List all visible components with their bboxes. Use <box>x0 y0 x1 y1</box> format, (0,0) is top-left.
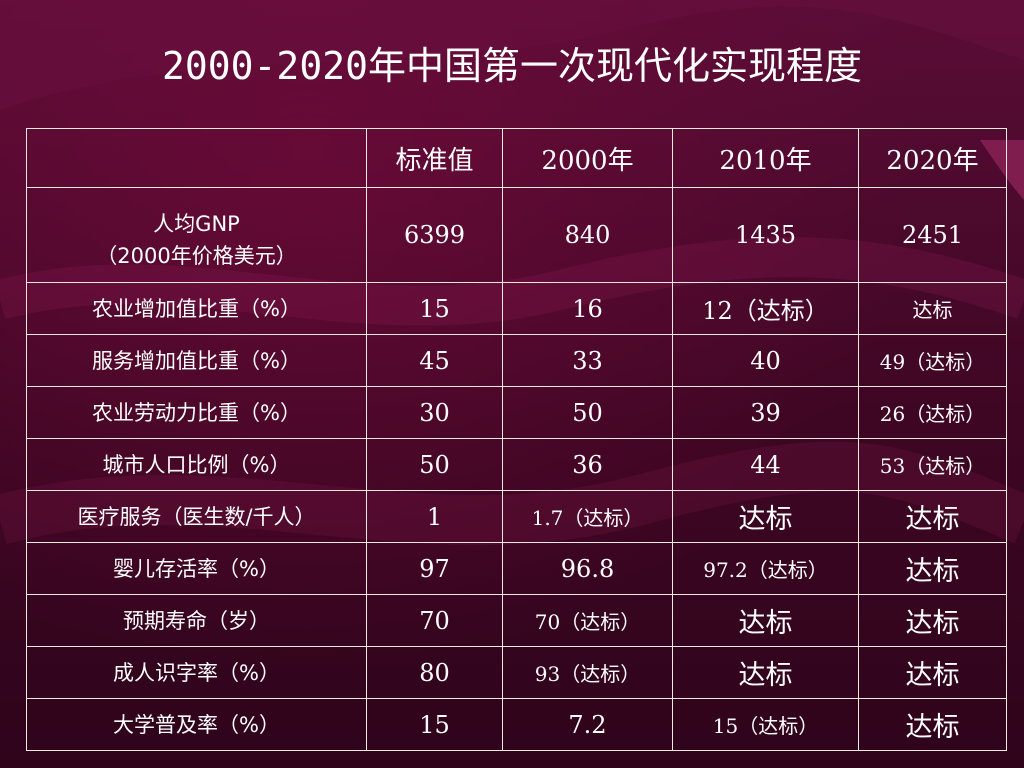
gnp-label-line2: （2000年价格美元） <box>96 244 297 268</box>
cell-2010: 40 <box>672 334 859 387</box>
cell-2010: 15（达标） <box>672 698 859 751</box>
table-row: 人均GNP （2000年价格美元） 6399 840 1435 2451 <box>26 187 1007 283</box>
row-label: 城市人口比例（%） <box>26 438 367 491</box>
table-row: 农业增加值比重（%） 15 16 12（达标） 达标 <box>26 282 1007 335</box>
row-label: 人均GNP （2000年价格美元） <box>26 187 367 283</box>
cell-2010: 达标 <box>672 490 859 543</box>
cell-2010: 达标 <box>672 594 859 647</box>
table-row: 医疗服务（医生数/千人） 1 1.7（达标） 达标 达标 <box>26 490 1007 543</box>
table-row: 大学普及率（%） 15 7.2 15（达标） 达标 <box>26 698 1007 751</box>
cell-2010: 39 <box>672 386 859 439</box>
cell-standard: 6399 <box>366 187 503 283</box>
cell-2000: 96.8 <box>502 542 673 595</box>
row-label: 成人识字率（%） <box>26 646 367 699</box>
cell-standard: 97 <box>366 542 503 595</box>
cell-2000: 840 <box>502 187 673 283</box>
cell-standard: 80 <box>366 646 503 699</box>
cell-2020: 49（达标） <box>858 334 1007 387</box>
cell-2010: 44 <box>672 438 859 491</box>
cell-2020: 达标 <box>858 594 1007 647</box>
cell-2020: 26（达标） <box>858 386 1007 439</box>
table-row: 城市人口比例（%） 50 36 44 53（达标） <box>26 438 1007 491</box>
cell-2020: 达标 <box>858 490 1007 543</box>
row-label: 服务增加值比重（%） <box>26 334 367 387</box>
cell-2010: 12（达标） <box>672 282 859 335</box>
header-empty-cell <box>26 128 367 188</box>
cell-2020: 达标 <box>858 698 1007 751</box>
cell-2000: 16 <box>502 282 673 335</box>
table-row: 婴儿存活率（%） 97 96.8 97.2（达标） 达标 <box>26 542 1007 595</box>
cell-2000: 93（达标） <box>502 646 673 699</box>
row-label: 农业劳动力比重（%） <box>26 386 367 439</box>
cell-2010: 达标 <box>672 646 859 699</box>
table-row: 预期寿命（岁） 70 70（达标） 达标 达标 <box>26 594 1007 647</box>
cell-2020: 达标 <box>858 646 1007 699</box>
cell-standard: 15 <box>366 698 503 751</box>
cell-2010: 97.2（达标） <box>672 542 859 595</box>
cell-2000: 36 <box>502 438 673 491</box>
cell-2010: 1435 <box>672 187 859 283</box>
table-row: 农业劳动力比重（%） 30 50 39 26（达标） <box>26 386 1007 439</box>
header-2000: 2000年 <box>502 128 673 188</box>
cell-standard: 70 <box>366 594 503 647</box>
header-standard: 标准值 <box>366 128 503 188</box>
cell-2000: 1.7（达标） <box>502 490 673 543</box>
gnp-label-line1: 人均GNP <box>153 212 240 236</box>
table-row: 服务增加值比重（%） 45 33 40 49（达标） <box>26 334 1007 387</box>
cell-standard: 30 <box>366 386 503 439</box>
cell-standard: 45 <box>366 334 503 387</box>
cell-standard: 15 <box>366 282 503 335</box>
row-label: 婴儿存活率（%） <box>26 542 367 595</box>
cell-2000: 33 <box>502 334 673 387</box>
header-2010: 2010年 <box>672 128 859 188</box>
header-2020: 2020年 <box>858 128 1007 188</box>
row-label: 大学普及率（%） <box>26 698 367 751</box>
cell-standard: 1 <box>366 490 503 543</box>
cell-2000: 50 <box>502 386 673 439</box>
row-label: 预期寿命（岁） <box>26 594 367 647</box>
cell-2020: 2451 <box>858 187 1007 283</box>
modernization-table: 标准值 2000年 2010年 2020年 人均GNP （2000年价格美元） … <box>26 128 1007 751</box>
row-label: 农业增加值比重（%） <box>26 282 367 335</box>
cell-standard: 50 <box>366 438 503 491</box>
table-header-row: 标准值 2000年 2010年 2020年 <box>26 128 1007 188</box>
cell-2020: 达标 <box>858 282 1007 335</box>
slide-title: 2000-2020年中国第一次现代化实现程度 <box>162 44 862 88</box>
table-row: 成人识字率（%） 80 93（达标） 达标 达标 <box>26 646 1007 699</box>
cell-2000: 7.2 <box>502 698 673 751</box>
row-label: 医疗服务（医生数/千人） <box>26 490 367 543</box>
cell-2020: 达标 <box>858 542 1007 595</box>
cell-2000: 70（达标） <box>502 594 673 647</box>
cell-2020: 53（达标） <box>858 438 1007 491</box>
